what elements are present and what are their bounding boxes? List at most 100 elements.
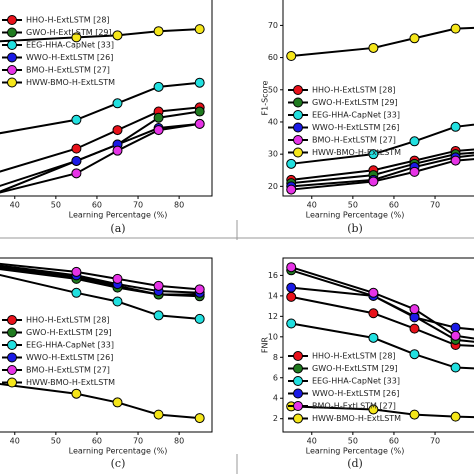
x-tick-label: 60 — [389, 437, 399, 446]
legend-label: BMO-H-ExtLSTM [27] — [312, 402, 396, 411]
point — [153, 112, 164, 123]
legend-label: GWO-H-ExtLSTM [29] — [312, 98, 398, 107]
point — [450, 411, 461, 422]
legend-label: BMO-H-ExtLSTM [27] — [26, 366, 110, 375]
x-tick-label: 80 — [174, 201, 184, 210]
legend-label: HWW-BMO-H-ExtLSTM — [312, 148, 401, 157]
legend-label: GWO-H-ExtLSTM [29] — [312, 364, 398, 373]
legend-marker — [293, 413, 303, 424]
point — [112, 98, 123, 109]
point — [153, 310, 164, 321]
point — [409, 166, 420, 177]
point — [194, 77, 205, 88]
legend-marker — [7, 365, 17, 375]
point — [112, 145, 123, 156]
point — [153, 81, 164, 92]
y-tick-label: 50 — [268, 85, 278, 94]
legend-label: GWO-H-ExtLSTM [29] — [26, 28, 112, 37]
legend-marker — [293, 122, 303, 133]
y-tick-label: 30 — [268, 150, 278, 159]
legend-label: HWW-BMO-H-ExtLSTM — [26, 378, 115, 387]
plot-frame — [282, 0, 474, 197]
x-tick-label: 70 — [430, 201, 440, 210]
point — [409, 312, 420, 323]
x-tick-label: 40 — [307, 437, 317, 446]
point — [71, 388, 82, 399]
point — [153, 409, 164, 420]
x-tick-label: 50 — [51, 201, 61, 210]
point — [71, 168, 82, 179]
point — [286, 318, 297, 329]
point — [112, 273, 123, 284]
y-tick-label: 12 — [268, 312, 278, 321]
legend-marker — [293, 376, 303, 386]
point — [450, 362, 461, 373]
legend-marker — [7, 340, 17, 350]
legend-label: HHO-H-ExtLSTM [28] — [312, 86, 396, 95]
x-tick-label: 60 — [92, 437, 102, 446]
x-tick-label: 70 — [133, 201, 143, 210]
legend-marker — [293, 388, 303, 399]
x-axis-label: Learning Percentage (%) — [306, 211, 405, 220]
point — [112, 30, 123, 41]
point — [368, 308, 379, 319]
legend-label: HWW-BMO-H-ExtLSTM — [312, 414, 401, 423]
point — [286, 50, 297, 61]
y-axis-label: F1-Score — [261, 80, 270, 115]
point — [71, 155, 82, 166]
legend-marker — [293, 401, 303, 411]
point — [153, 280, 164, 291]
x-axis-label: Learning Percentage (%) — [306, 447, 405, 456]
point — [450, 330, 461, 341]
legend-marker — [7, 327, 17, 338]
point — [368, 42, 379, 53]
point — [409, 349, 420, 360]
point — [112, 125, 123, 136]
legend-marker — [293, 97, 303, 108]
point — [194, 413, 205, 424]
caption: (a) — [110, 222, 125, 235]
x-tick-label: 40 — [10, 437, 20, 446]
point — [286, 158, 297, 169]
point — [71, 143, 82, 154]
legend-label: WWO-H-ExtLSTM [26] — [312, 123, 399, 132]
y-tick-label: 14 — [268, 291, 278, 300]
legend-marker — [7, 40, 17, 50]
x-tick-label: 40 — [10, 201, 20, 210]
point — [194, 284, 205, 295]
legend-marker — [7, 52, 17, 63]
legend-label: WWO-H-ExtLSTM [26] — [26, 53, 113, 62]
point — [450, 121, 461, 132]
legend-marker — [7, 377, 17, 388]
point — [194, 24, 205, 35]
point — [409, 33, 420, 44]
legend-marker — [293, 147, 303, 158]
point — [194, 106, 205, 117]
point — [286, 262, 297, 273]
legend-label: GWO-H-ExtLSTM [29] — [26, 328, 112, 337]
x-tick-label: 50 — [348, 437, 358, 446]
point — [286, 291, 297, 302]
legend-marker — [293, 351, 303, 361]
plot-frame — [0, 0, 213, 197]
point — [368, 332, 379, 343]
point — [368, 176, 379, 187]
legend-label: EEG-HHA-CapNet [33] — [26, 41, 114, 50]
legend-marker — [7, 77, 17, 88]
legend-label: BMO-H-ExtLSTM [27] — [312, 136, 396, 145]
legend-label: BMO-H-ExtLSTM [27] — [26, 66, 110, 75]
point — [450, 155, 461, 166]
y-tick-label: 4 — [273, 394, 278, 403]
point — [194, 313, 205, 324]
x-tick-label: 50 — [348, 201, 358, 210]
y-tick-label: 10 — [268, 332, 278, 341]
legend-label: EEG-HHA-CapNet [33] — [312, 111, 400, 120]
x-tick-label: 60 — [389, 201, 399, 210]
point — [409, 136, 420, 147]
y-tick-label: 20 — [268, 182, 278, 191]
point — [71, 266, 82, 277]
y-tick-label: 2 — [273, 414, 278, 423]
plot — [0, 24, 205, 194]
x-tick-label: 70 — [430, 437, 440, 446]
